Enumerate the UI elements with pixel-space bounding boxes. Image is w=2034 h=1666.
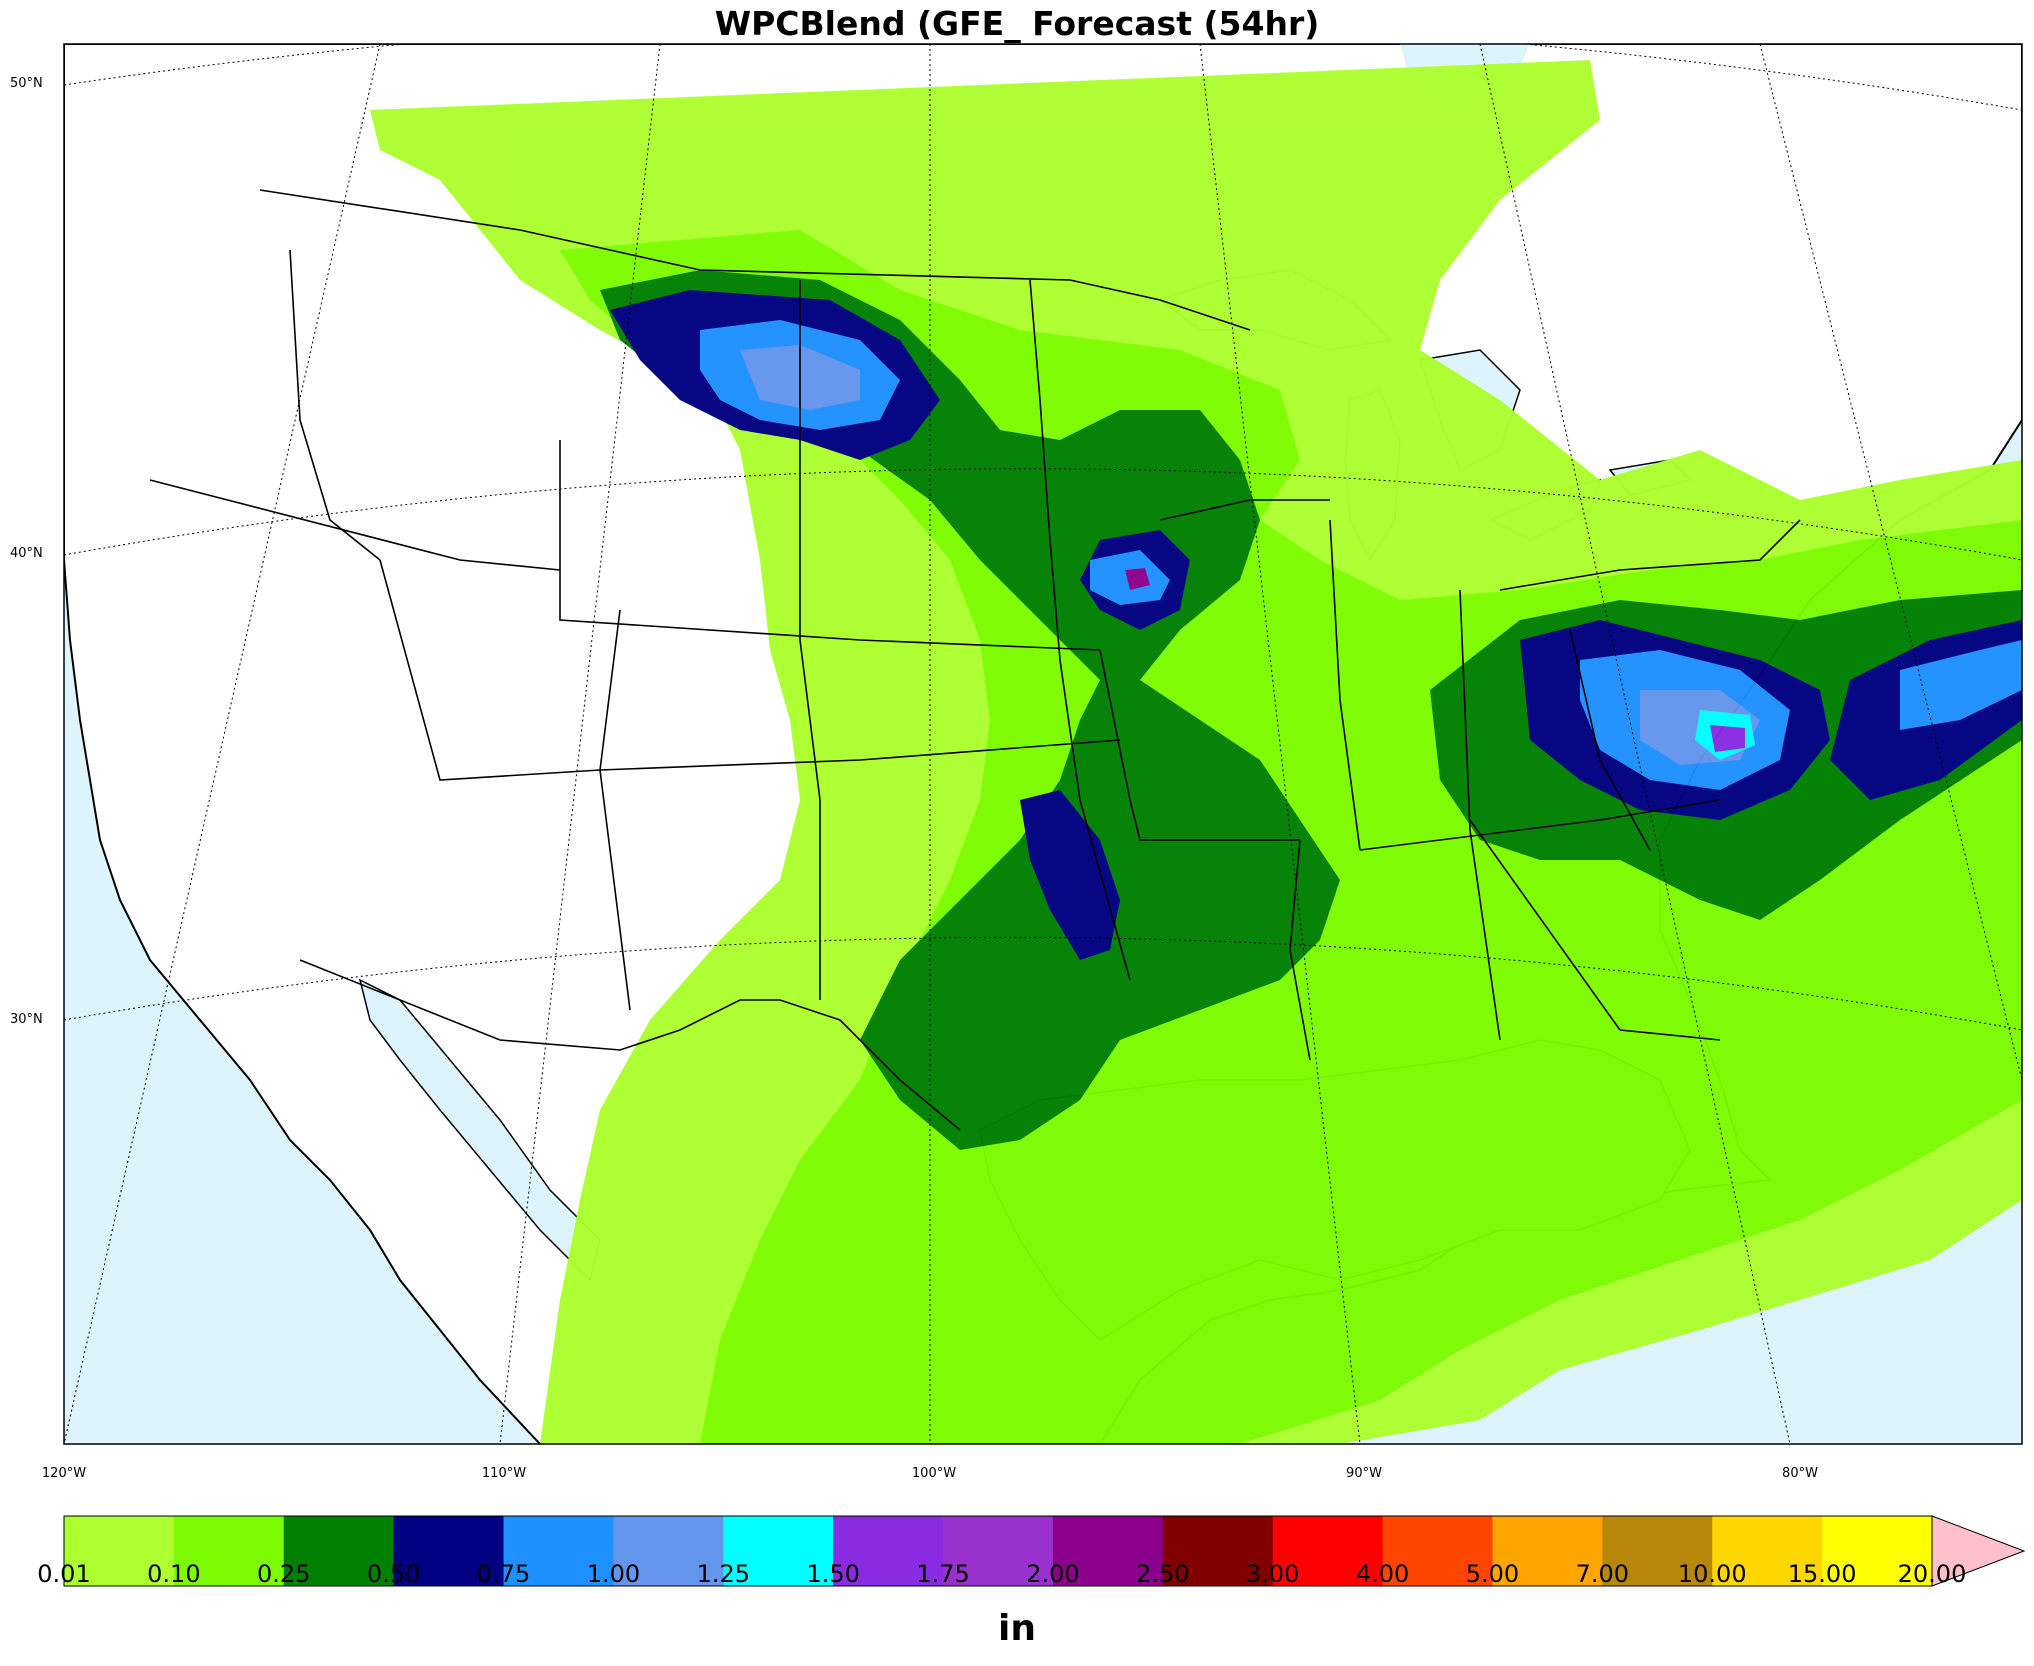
colorbar-swatch bbox=[1052, 1516, 1164, 1586]
colorbar-swatch bbox=[173, 1516, 285, 1586]
colorbar-tick-label: 15.00 bbox=[1787, 1560, 1857, 1588]
colorbar-swatch bbox=[1272, 1516, 1384, 1586]
political-borders bbox=[149, 189, 1801, 1131]
lon-label: 110°W bbox=[481, 1466, 527, 1481]
colorbar-tick-label: 1.00 bbox=[586, 1560, 641, 1588]
colorbar-tick-label: 2.00 bbox=[1026, 1560, 1080, 1588]
colorbar-tick-label: 0.25 bbox=[257, 1560, 311, 1588]
colorbar-tick-label: 5.00 bbox=[1465, 1560, 1520, 1588]
lat-label: 30°N bbox=[10, 1012, 43, 1027]
precip-layer bbox=[370, 60, 2022, 1444]
lon-label: 80°W bbox=[1782, 1466, 1818, 1481]
lat-label: 50°N bbox=[10, 76, 43, 91]
colorbar-swatch bbox=[1492, 1516, 1603, 1586]
colorbar-tick-label: 3.00 bbox=[1245, 1560, 1300, 1588]
colorbar-swatch bbox=[723, 1516, 834, 1586]
colorbar-tick-label: 0.50 bbox=[366, 1560, 421, 1588]
colorbar-swatch bbox=[64, 1516, 175, 1586]
map-title: WPCBlend (GFE_ Forecast (54hr) bbox=[714, 4, 1320, 43]
colorbar-swatch bbox=[1822, 1516, 1933, 1586]
colorbar-swatch bbox=[1712, 1516, 1823, 1586]
colorbar-tick-label: 1.25 bbox=[696, 1560, 750, 1588]
graticule bbox=[64, 44, 2022, 1444]
colorbar-units: in bbox=[998, 1608, 1036, 1649]
colorbar-frame bbox=[63, 1515, 1933, 1587]
precip-0.25 bbox=[600, 270, 1340, 1150]
precip-2.00-midwest bbox=[1125, 568, 1150, 590]
lon-label: 100°W bbox=[911, 1466, 957, 1481]
lon-label: 120°W bbox=[41, 1466, 87, 1481]
colorbar-swatch bbox=[1602, 1516, 1713, 1586]
precip-0.50-plains bbox=[1020, 790, 1120, 960]
colorbar-swatch bbox=[1382, 1516, 1493, 1586]
colorbar-tick-label: 0.01 bbox=[37, 1560, 91, 1588]
lat-label: 40°N bbox=[10, 546, 43, 561]
colorbar-tick-label: 0.75 bbox=[476, 1560, 531, 1588]
colorbar-tick-label: 10.00 bbox=[1677, 1560, 1747, 1588]
colorbar-tick-label: 1.50 bbox=[806, 1560, 860, 1588]
colorbar-tick-label: 7.00 bbox=[1575, 1560, 1630, 1588]
colorbar-swatch bbox=[393, 1516, 505, 1586]
colorbar-tick-label: 1.75 bbox=[916, 1560, 970, 1588]
colorbar-swatch bbox=[283, 1516, 395, 1586]
colorbar-tick-label: 0.10 bbox=[147, 1560, 201, 1588]
precip-0.75-atlantic bbox=[1900, 640, 2022, 730]
lon-label: 90°W bbox=[1346, 1466, 1382, 1481]
colorbar-swatch bbox=[943, 1516, 1054, 1586]
colorbar-tick-label: 4.00 bbox=[1355, 1560, 1410, 1588]
colorbar-swatch bbox=[833, 1516, 944, 1586]
colorbar-swatch bbox=[1162, 1516, 1274, 1586]
colorbar-swatch bbox=[613, 1516, 724, 1586]
colorbar-swatch bbox=[503, 1516, 614, 1586]
map-frame bbox=[63, 43, 2023, 1445]
colorbar-tick-label: 2.50 bbox=[1136, 1560, 1190, 1588]
colorbar-tick-label: 20.00 bbox=[1897, 1560, 1967, 1588]
precip-1.50-east bbox=[1710, 725, 1745, 752]
